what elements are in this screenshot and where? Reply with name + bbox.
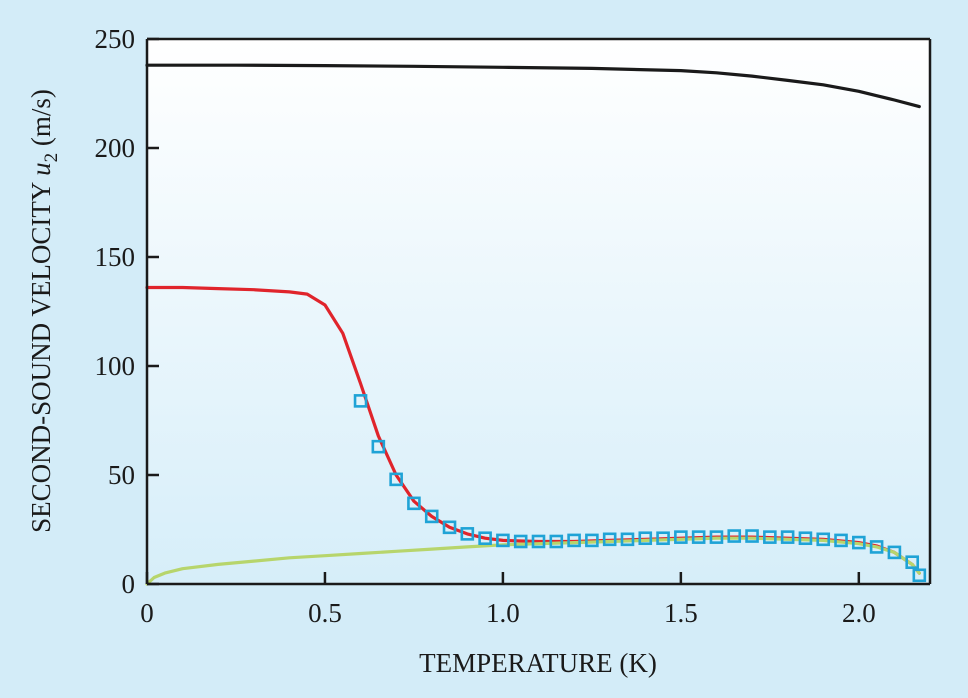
data-point-square <box>389 472 403 487</box>
data-point-square <box>763 530 777 544</box>
data-point-square <box>496 533 510 548</box>
data-point-square <box>602 532 617 547</box>
data-point-square <box>852 535 866 550</box>
data-point-square <box>834 533 848 548</box>
y-axis-title-subscript: 2 <box>41 153 62 163</box>
data-point-square <box>531 534 546 549</box>
y-axis-title: SECOND-SOUND VELOCITY u2 (m/s) <box>26 89 62 533</box>
data-point-square <box>816 532 831 547</box>
data-point-square <box>460 527 475 541</box>
y-tick-label: 150 <box>95 242 136 272</box>
data-point-square <box>798 531 813 546</box>
y-tick-label: 50 <box>108 460 135 490</box>
data-point-square <box>513 534 528 549</box>
y-tick-label: 100 <box>95 351 136 381</box>
plot-area <box>147 39 930 584</box>
x-tick-label: 2.0 <box>842 598 876 628</box>
data-point-square <box>478 531 492 546</box>
data-point-square <box>549 534 564 549</box>
data-point-square <box>887 545 902 560</box>
data-point-square <box>353 394 368 408</box>
y-tick-label: 0 <box>122 569 136 599</box>
y-axis-title-symbol: u <box>26 162 56 176</box>
axes <box>145 37 932 586</box>
x-tick-label: 0 <box>140 598 154 628</box>
data-point-square <box>424 509 439 524</box>
y-axis-title-prefix: SECOND-SOUND VELOCITY <box>26 176 56 533</box>
ticks: 0 0.5 1.0 1.5 2.0 0 50 100 150 200 250 <box>95 24 876 628</box>
data-point-square <box>585 533 599 548</box>
data-point-square <box>745 529 759 543</box>
data-point-square <box>656 531 670 546</box>
data-point-square <box>691 530 706 544</box>
data-point-square <box>709 530 724 544</box>
y-tick-label: 200 <box>95 133 136 163</box>
data-point-square <box>905 555 920 570</box>
data-point-square <box>620 532 635 547</box>
y-axis-title-suffix: (m/s) <box>26 89 56 153</box>
black-curve-line <box>145 63 921 109</box>
data-point-square <box>442 520 457 535</box>
series-layer <box>145 63 927 586</box>
x-tick-label: 0.5 <box>308 598 342 628</box>
data-point-square <box>371 439 386 454</box>
data-point-square <box>638 531 653 546</box>
x-tick-label: 1.0 <box>486 598 520 628</box>
data-point-square <box>780 530 795 544</box>
data-point-square <box>912 568 927 583</box>
data-point-square <box>869 540 884 554</box>
x-tick-label: 1.5 <box>664 598 698 628</box>
data-point-square <box>407 496 421 511</box>
x-axis-title: TEMPERATURE (K) <box>419 648 657 678</box>
data-point-square <box>674 530 688 544</box>
data-point-square <box>567 533 581 548</box>
data-point-square <box>727 529 742 543</box>
y-tick-label: 250 <box>95 24 136 54</box>
